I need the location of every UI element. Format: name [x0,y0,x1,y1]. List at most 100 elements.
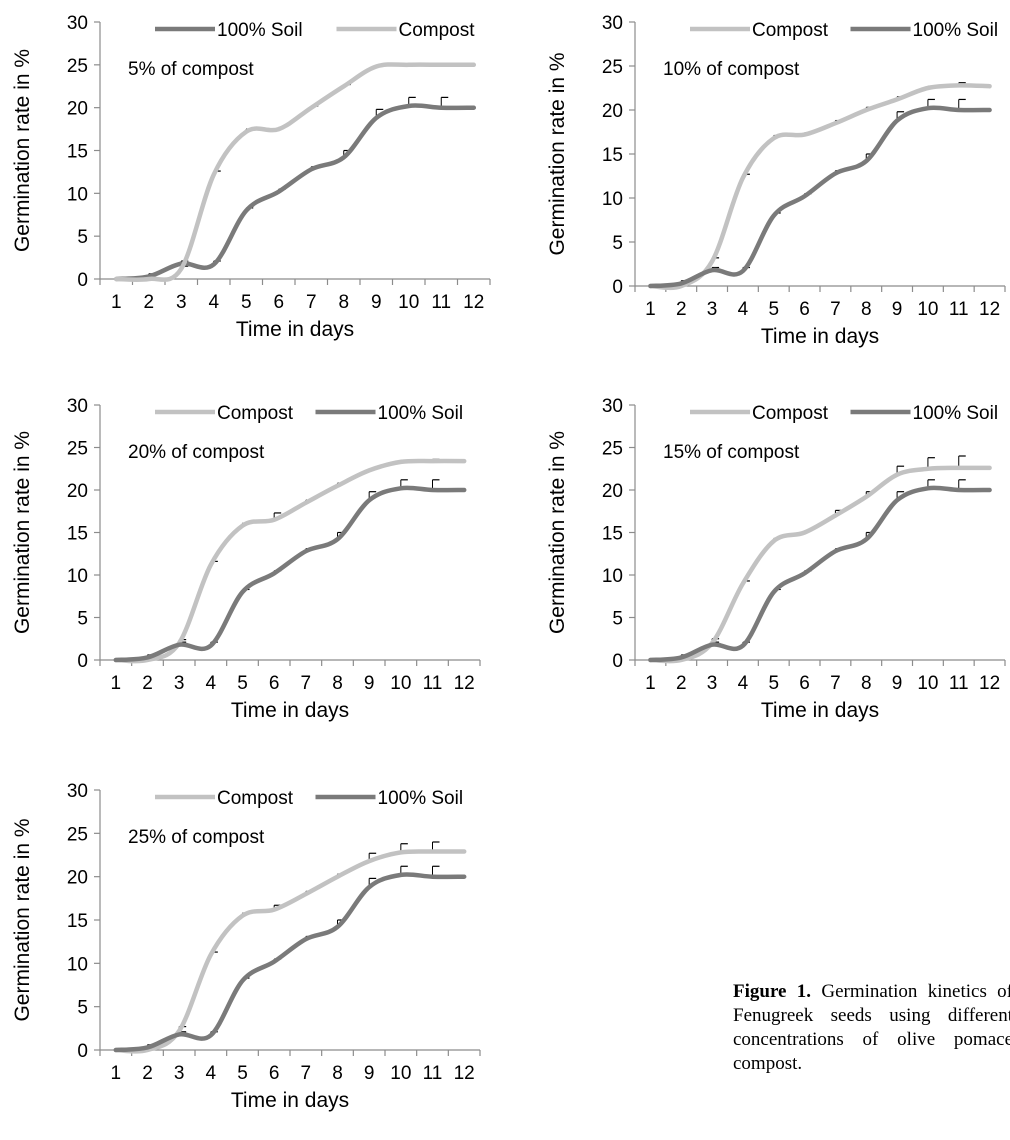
y-tick-label: 10 [67,184,88,205]
x-tick-label: 6 [799,673,810,694]
x-tick-label: 6 [269,1063,280,1084]
legend-label: Compost [752,20,829,41]
legend-label: 100% Soil [217,20,303,41]
x-tick-label: 12 [454,673,475,694]
x-tick-label: 9 [371,292,382,313]
y-tick-label: 0 [77,1041,88,1062]
x-tick-label: 11 [949,673,969,694]
x-tick-label: 2 [142,673,153,694]
series-line-soil [648,485,992,663]
y-tick-label: 25 [67,56,88,77]
y-tick-label: 30 [602,396,623,417]
x-tick-label: 5 [241,292,252,313]
y-tick-label: 0 [612,651,623,672]
y-tick-label: 10 [602,566,623,587]
x-tick-label: 8 [861,299,872,320]
x-tick-label: 11 [423,673,443,694]
y-tick-label: 20 [67,868,88,889]
x-tick-label: 1 [111,673,122,694]
panel-annotation: 25% of compost [128,827,265,848]
x-tick-label: 2 [676,299,687,320]
series-line-soil [113,872,467,1053]
y-tick-label: 20 [602,481,623,502]
y-tick-label: 5 [77,998,88,1019]
x-axis-title: Time in days [761,699,879,722]
y-tick-label: 5 [612,233,623,254]
x-tick-label: 4 [208,292,219,313]
x-tick-label: 3 [174,1063,185,1084]
x-tick-label: 1 [645,299,656,320]
x-tick-label: 7 [301,1063,312,1084]
x-tick-label: 11 [949,299,969,320]
y-axis-title: Germination rate in % [11,431,34,634]
y-tick-label: 10 [67,566,88,587]
x-tick-label: 1 [111,292,122,313]
x-tick-label: 10 [390,673,411,694]
x-tick-label: 10 [917,673,938,694]
y-tick-label: 0 [77,270,88,291]
x-tick-label: 10 [398,292,419,313]
legend-label: Compost [217,403,294,424]
x-tick-label: 1 [111,1063,122,1084]
legend-label: 100% Soil [378,403,464,424]
y-tick-label: 25 [602,439,623,460]
series-line-soil [114,103,477,282]
x-tick-label: 12 [454,1063,475,1084]
series-line-soil [648,105,992,289]
x-tick-label: 8 [332,1063,343,1084]
y-axis-title: Germination rate in % [11,818,34,1021]
y-tick-label: 20 [602,101,623,122]
x-tick-label: 12 [979,299,1000,320]
panel-annotation: 5% of compost [128,59,254,80]
figure-caption: Figure 1. Germination kinetics of Fenugr… [733,980,1010,1076]
y-tick-label: 15 [602,524,623,545]
legend-label: Compost [752,403,829,424]
x-tick-label: 7 [830,299,841,320]
y-tick-label: 30 [67,13,88,34]
y-tick-label: 20 [67,481,88,502]
y-tick-label: 15 [67,524,88,545]
x-tick-label: 6 [269,673,280,694]
y-tick-label: 15 [602,145,623,166]
y-tick-label: 5 [612,609,623,630]
y-tick-label: 15 [67,142,88,163]
x-tick-label: 5 [768,673,779,694]
x-tick-label: 3 [707,673,718,694]
x-tick-label: 4 [206,673,217,694]
x-tick-label: 9 [892,299,903,320]
y-tick-label: 5 [77,227,88,248]
y-axis-title: Germination rate in % [546,431,569,634]
panel-annotation: 15% of compost [663,442,800,463]
x-tick-label: 7 [301,673,312,694]
x-axis-title: Time in days [231,699,349,722]
series-line-compost [648,83,992,291]
x-axis-title: Time in days [236,318,354,341]
x-tick-label: 10 [390,1063,411,1084]
legend-label: 100% Soil [378,788,464,809]
x-tick-label: 9 [364,673,375,694]
x-tick-label: 7 [306,292,317,313]
x-tick-label: 11 [431,292,451,313]
y-tick-label: 20 [67,99,88,120]
x-tick-label: 4 [738,673,749,694]
y-tick-label: 15 [67,911,88,932]
y-axis-title: Germination rate in % [11,49,34,252]
x-tick-label: 5 [768,299,779,320]
y-tick-label: 0 [612,277,623,298]
figure-caption-text: Germination kinetics of Fenugreek seeds … [733,981,1010,1074]
y-tick-label: 25 [67,824,88,845]
legend-label: 100% Soil [913,20,999,41]
x-tick-label: 3 [707,299,718,320]
y-tick-label: 25 [602,57,623,78]
x-axis-title: Time in days [761,325,879,348]
x-tick-label: 8 [338,292,349,313]
figure-caption-label: Figure 1. [733,981,812,1002]
x-tick-label: 9 [892,673,903,694]
x-tick-label: 2 [143,292,154,313]
x-tick-label: 6 [799,299,810,320]
x-tick-label: 7 [830,673,841,694]
y-tick-label: 30 [67,396,88,417]
